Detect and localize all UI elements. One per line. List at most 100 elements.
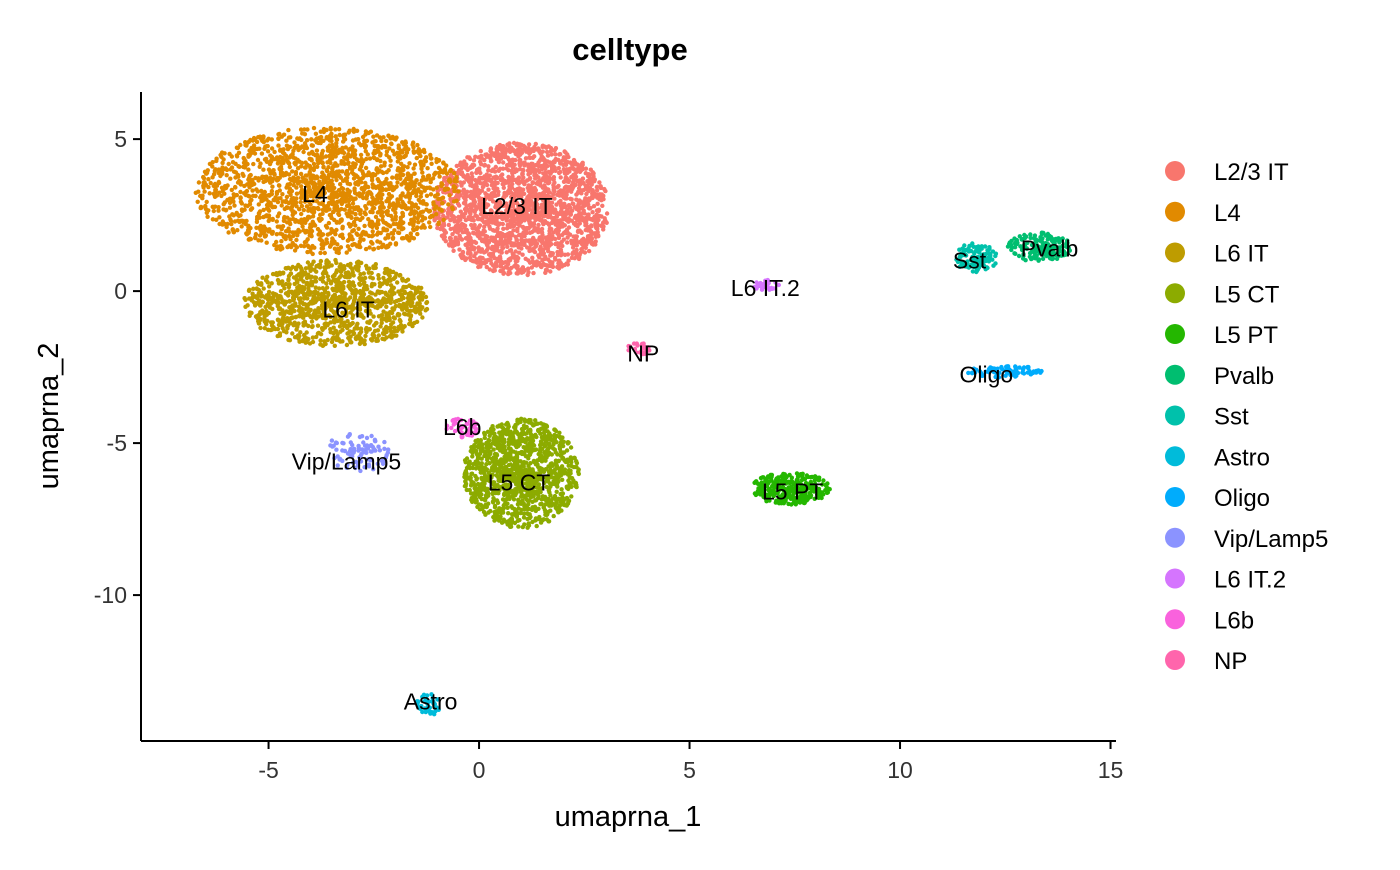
- point-l4: [275, 199, 281, 205]
- point-l2-3-it: [574, 162, 579, 167]
- point-l6-it: [286, 265, 291, 270]
- point-l4: [313, 138, 318, 143]
- point-l4: [226, 230, 231, 235]
- point-l2-3-it: [496, 222, 501, 227]
- point-l2-3-it: [546, 263, 551, 268]
- point-l2-3-it: [489, 261, 494, 266]
- point-l4: [393, 242, 399, 247]
- point-l4: [277, 188, 282, 193]
- point-l2-3-it: [461, 188, 466, 194]
- point-l6-it: [408, 320, 413, 326]
- point-l4: [290, 169, 295, 174]
- point-l4: [390, 236, 396, 241]
- point-l2-3-it: [480, 206, 485, 211]
- point-l6-it: [391, 307, 396, 312]
- point-l6-it: [310, 335, 316, 340]
- point-l4: [315, 152, 320, 158]
- point-l2-3-it: [585, 202, 590, 207]
- point-l6-it: [316, 330, 321, 336]
- point-l6-it: [247, 296, 252, 301]
- point-l4: [436, 158, 442, 163]
- point-l4: [196, 180, 202, 185]
- point-l4: [227, 200, 233, 205]
- point-l4: [342, 161, 347, 167]
- point-l4: [423, 159, 428, 164]
- point-l2-3-it: [564, 192, 569, 197]
- point-l6-it: [313, 278, 318, 284]
- point-l2-3-it: [545, 153, 551, 158]
- point-l2-3-it: [544, 149, 550, 155]
- point-l2-3-it: [514, 221, 519, 226]
- point-l2-3-it: [555, 185, 560, 190]
- point-l4: [292, 140, 297, 145]
- point-l4: [332, 239, 337, 244]
- point-l2-3-it: [463, 257, 468, 263]
- point-l2-3-it: [574, 237, 579, 242]
- point-l2-3-it: [564, 261, 569, 266]
- point-l4: [379, 201, 385, 206]
- point-l4: [250, 179, 255, 184]
- point-l4: [259, 175, 265, 181]
- point-l6-it: [300, 338, 305, 344]
- point-l4: [264, 240, 269, 245]
- point-l4: [239, 224, 244, 229]
- point-l4: [418, 194, 423, 199]
- point-l2-3-it: [482, 224, 487, 229]
- point-l4: [450, 205, 455, 210]
- point-l2-3-it: [476, 245, 481, 251]
- point-l4: [414, 155, 419, 161]
- point-l2-3-it: [461, 254, 466, 259]
- point-l4: [259, 198, 264, 204]
- point-l4: [381, 205, 386, 210]
- point-l2-3-it: [441, 222, 446, 227]
- point-l2-3-it: [486, 245, 491, 251]
- point-l2-3-it: [528, 183, 533, 189]
- point-l6-it: [409, 299, 414, 305]
- point-l4: [420, 170, 425, 175]
- point-l6-it: [340, 327, 345, 333]
- point-l2-3-it: [578, 206, 583, 211]
- point-l2-3-it: [519, 161, 524, 166]
- point-l2-3-it: [562, 171, 568, 176]
- point-l4: [318, 158, 323, 163]
- point-l2-3-it: [581, 238, 586, 243]
- point-l2-3-it: [565, 252, 571, 257]
- point-l6-it: [296, 262, 301, 268]
- point-l2-3-it: [460, 249, 466, 255]
- point-l4: [393, 184, 399, 190]
- point-l2-3-it: [506, 178, 511, 183]
- point-l4: [204, 210, 209, 215]
- point-l2-3-it: [445, 211, 451, 216]
- point-l4: [347, 189, 352, 194]
- point-l4: [325, 240, 330, 245]
- point-l6-it: [295, 279, 300, 284]
- point-l2-3-it: [519, 142, 524, 148]
- point-l4: [384, 228, 389, 233]
- point-l4: [381, 220, 386, 225]
- point-l2-3-it: [471, 230, 476, 235]
- point-l2-3-it: [555, 223, 560, 228]
- point-l6-it: [264, 308, 269, 314]
- point-l4: [393, 215, 398, 220]
- point-l2-3-it: [513, 151, 518, 157]
- point-l2-3-it: [483, 258, 488, 263]
- point-l2-3-it: [547, 231, 552, 236]
- point-l4: [270, 184, 275, 189]
- point-l2-3-it: [438, 226, 443, 232]
- point-l2-3-it: [473, 154, 478, 159]
- point-l4: [304, 239, 309, 244]
- point-l2-3-it: [543, 163, 549, 168]
- point-l2-3-it: [569, 218, 574, 223]
- point-l4: [299, 137, 304, 143]
- point-l4: [350, 201, 356, 206]
- point-l2-3-it: [501, 226, 506, 231]
- point-l4: [367, 200, 372, 205]
- point-l6-it: [282, 312, 287, 317]
- point-l6-it: [275, 277, 281, 283]
- point-l2-3-it: [575, 204, 580, 209]
- point-l4: [383, 138, 389, 144]
- point-l4: [379, 213, 384, 218]
- point-l2-3-it: [495, 240, 500, 245]
- point-l2-3-it: [486, 153, 491, 159]
